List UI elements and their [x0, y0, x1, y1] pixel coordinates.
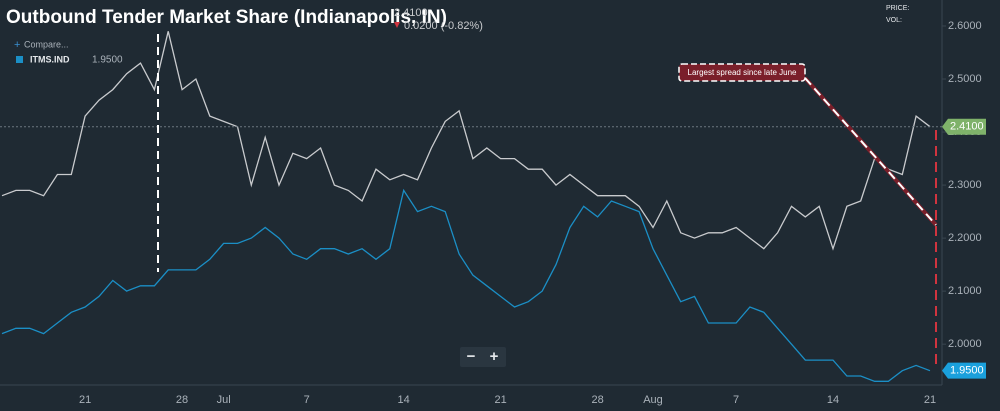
y-tick-label: 2.6000	[948, 20, 982, 32]
series-line	[1, 31, 931, 251]
y-tick-label: 2.5000	[948, 73, 982, 85]
x-tick-label: 7	[304, 394, 310, 406]
annotation-box	[678, 63, 806, 82]
x-tick-label: Jul	[217, 394, 231, 406]
x-tick-label: 28	[591, 394, 603, 406]
x-tick-label: Aug	[643, 394, 663, 406]
x-tick-label: 21	[924, 394, 936, 406]
series-line	[1, 188, 931, 382]
price-tag	[942, 118, 986, 135]
vol-label: VOL:	[886, 17, 902, 24]
price-tag-label: 1.9500	[950, 365, 984, 377]
price-label: PRICE:	[886, 5, 909, 12]
legend-value: 1.9500	[92, 55, 123, 66]
x-tick-label: 21	[79, 394, 91, 406]
x-tick-label: 14	[827, 394, 839, 406]
y-tick-label: 2.2000	[948, 232, 982, 244]
compare-plus[interactable]: +	[14, 39, 20, 51]
zoom-in-button[interactable]: +	[490, 348, 499, 365]
x-tick-label: 7	[733, 394, 739, 406]
y-tick-label: 2.0000	[948, 338, 982, 350]
y-tick-label: 2.1000	[948, 285, 982, 297]
price-tag	[942, 362, 986, 379]
chart-title: Outbound Tender Market Share (Indianapol…	[6, 7, 447, 28]
x-tick-label: 28	[176, 394, 188, 406]
legend-swatch	[16, 56, 23, 63]
x-tick-label: 21	[495, 394, 507, 406]
compare-button[interactable]: Compare...	[24, 39, 69, 49]
annotation-text: Largest spread since late June	[688, 68, 798, 77]
zoom-out-button[interactable]: −	[467, 348, 476, 365]
header-change: 0.0200 (-0.82%)	[404, 20, 483, 32]
zoom-controls	[460, 347, 506, 367]
annotation-pointer	[804, 77, 937, 226]
x-tick-label: 14	[398, 394, 410, 406]
down-arrow	[394, 22, 400, 28]
price-tag-label: 2.4100	[950, 121, 984, 133]
legend-name: ITMS.IND	[30, 54, 70, 64]
y-tick-label: 2.3000	[948, 179, 982, 191]
header-price: 2.4100	[394, 7, 428, 19]
